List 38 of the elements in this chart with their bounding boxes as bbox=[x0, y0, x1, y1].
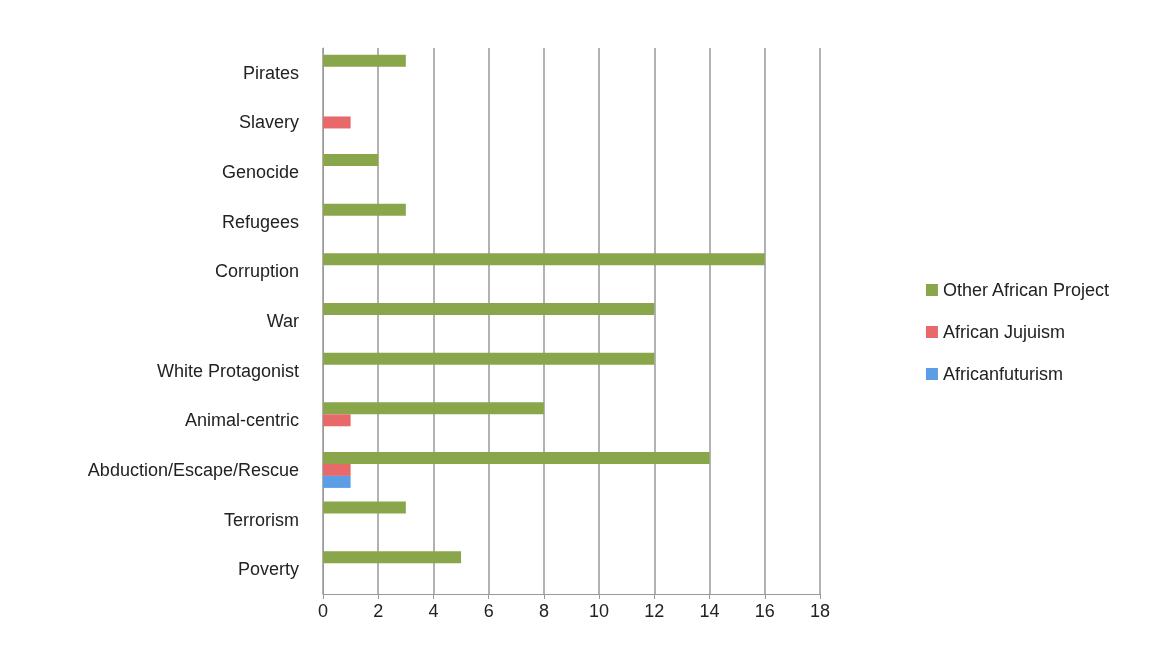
bar bbox=[323, 352, 655, 365]
x-tick-label: 0 bbox=[317, 601, 329, 621]
legend-label: Other African Project bbox=[942, 280, 1110, 300]
x-tick-label: 8 bbox=[538, 601, 549, 621]
bar bbox=[323, 475, 351, 488]
bar bbox=[323, 203, 406, 216]
y-tick-label: Abduction/Escape/Rescue bbox=[87, 459, 299, 480]
x-tick-label: 18 bbox=[809, 601, 831, 621]
legend-label: African Jujuism bbox=[942, 322, 1065, 342]
x-tick-label: 4 bbox=[428, 601, 439, 621]
x-tick-label: 16 bbox=[754, 601, 775, 621]
bar bbox=[323, 414, 351, 427]
bar bbox=[323, 116, 351, 129]
legend-label: Africanfuturism bbox=[942, 364, 1063, 384]
y-tick-label: Terrorism bbox=[224, 509, 299, 530]
y-tick-label: Animal-centric bbox=[184, 410, 299, 431]
y-tick-label: Corruption bbox=[214, 261, 299, 282]
y-tick-label: Slavery bbox=[238, 112, 299, 133]
bar bbox=[323, 463, 351, 476]
y-tick-label: Refugees bbox=[221, 211, 299, 232]
bar bbox=[323, 54, 406, 67]
x-tick-label: 10 bbox=[589, 601, 610, 621]
bar bbox=[323, 253, 765, 266]
bar bbox=[323, 451, 710, 464]
x-tick-label: 2 bbox=[373, 601, 384, 621]
bar bbox=[323, 303, 655, 315]
x-tick-label: 12 bbox=[644, 601, 665, 621]
bar bbox=[323, 551, 462, 564]
bar bbox=[323, 154, 379, 167]
bar bbox=[323, 501, 406, 514]
x-tick-label: 6 bbox=[483, 601, 494, 621]
y-tick-label: War bbox=[266, 311, 299, 331]
y-tick-label: White Protagonist bbox=[156, 360, 299, 381]
bar bbox=[323, 402, 544, 415]
y-tick-label: Poverty bbox=[237, 559, 299, 580]
y-tick-label: Genocide bbox=[221, 162, 299, 183]
y-tick-label: Pirates bbox=[242, 62, 299, 83]
x-tick-label: 14 bbox=[699, 601, 720, 621]
